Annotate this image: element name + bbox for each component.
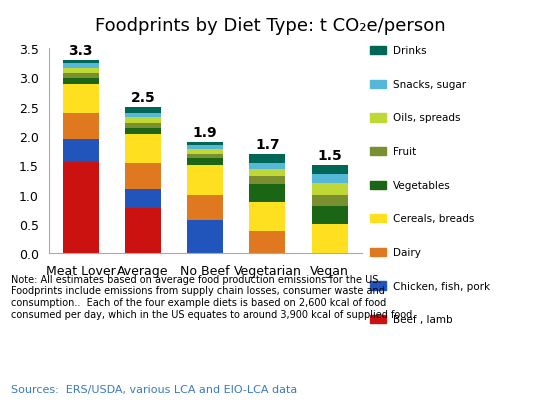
Bar bbox=[249, 202, 286, 231]
Bar bbox=[125, 135, 161, 164]
Bar bbox=[63, 163, 99, 254]
Bar bbox=[312, 166, 348, 175]
Bar bbox=[63, 61, 99, 64]
Text: 3.3: 3.3 bbox=[69, 44, 93, 58]
Bar bbox=[187, 143, 223, 146]
Bar bbox=[125, 118, 161, 124]
Bar bbox=[187, 166, 223, 195]
Text: 2.5: 2.5 bbox=[131, 91, 156, 105]
Text: Fruit: Fruit bbox=[393, 147, 416, 157]
Text: 1.9: 1.9 bbox=[193, 126, 218, 139]
Bar bbox=[125, 124, 161, 128]
Text: Beef , lamb: Beef , lamb bbox=[393, 315, 452, 324]
Bar bbox=[125, 164, 161, 189]
Bar bbox=[312, 175, 348, 184]
Bar bbox=[63, 139, 99, 163]
Bar bbox=[125, 108, 161, 113]
Bar bbox=[187, 146, 223, 150]
Text: Chicken, fish, pork: Chicken, fish, pork bbox=[393, 281, 490, 291]
Text: Note: All estimates based on average food production emissions for the US.
Foodp: Note: All estimates based on average foo… bbox=[11, 274, 415, 319]
Bar bbox=[249, 169, 286, 176]
Text: Drinks: Drinks bbox=[393, 46, 426, 56]
Bar bbox=[63, 79, 99, 85]
Text: Sources:  ERS/USDA, various LCA and EIO-LCA data: Sources: ERS/USDA, various LCA and EIO-L… bbox=[11, 384, 297, 394]
Bar bbox=[63, 114, 99, 139]
Bar bbox=[187, 154, 223, 159]
Bar bbox=[125, 208, 161, 254]
Bar bbox=[312, 207, 348, 225]
Text: Oils, spreads: Oils, spreads bbox=[393, 113, 460, 123]
Bar bbox=[187, 221, 223, 254]
Text: Dairy: Dairy bbox=[393, 247, 421, 257]
Bar bbox=[125, 113, 161, 118]
Bar bbox=[63, 85, 99, 114]
Bar bbox=[187, 159, 223, 166]
Bar bbox=[312, 195, 348, 207]
Bar bbox=[63, 74, 99, 79]
Bar bbox=[125, 189, 161, 208]
Text: Snacks, sugar: Snacks, sugar bbox=[393, 80, 465, 90]
Bar bbox=[125, 128, 161, 135]
Bar bbox=[249, 184, 286, 202]
Bar bbox=[63, 68, 99, 74]
Text: 1.5: 1.5 bbox=[317, 149, 342, 163]
Bar bbox=[249, 154, 286, 164]
Bar bbox=[249, 176, 286, 184]
Text: Foodprints by Diet Type: t CO₂e/person: Foodprints by Diet Type: t CO₂e/person bbox=[94, 17, 445, 35]
Bar bbox=[187, 195, 223, 221]
Bar bbox=[312, 225, 348, 254]
Bar bbox=[63, 64, 99, 68]
Bar bbox=[249, 164, 286, 169]
Bar bbox=[249, 231, 286, 254]
Bar bbox=[312, 184, 348, 195]
Text: Vegetables: Vegetables bbox=[393, 180, 450, 190]
Text: Cereals, breads: Cereals, breads bbox=[393, 214, 474, 224]
Bar bbox=[187, 150, 223, 154]
Text: 1.7: 1.7 bbox=[255, 137, 280, 151]
